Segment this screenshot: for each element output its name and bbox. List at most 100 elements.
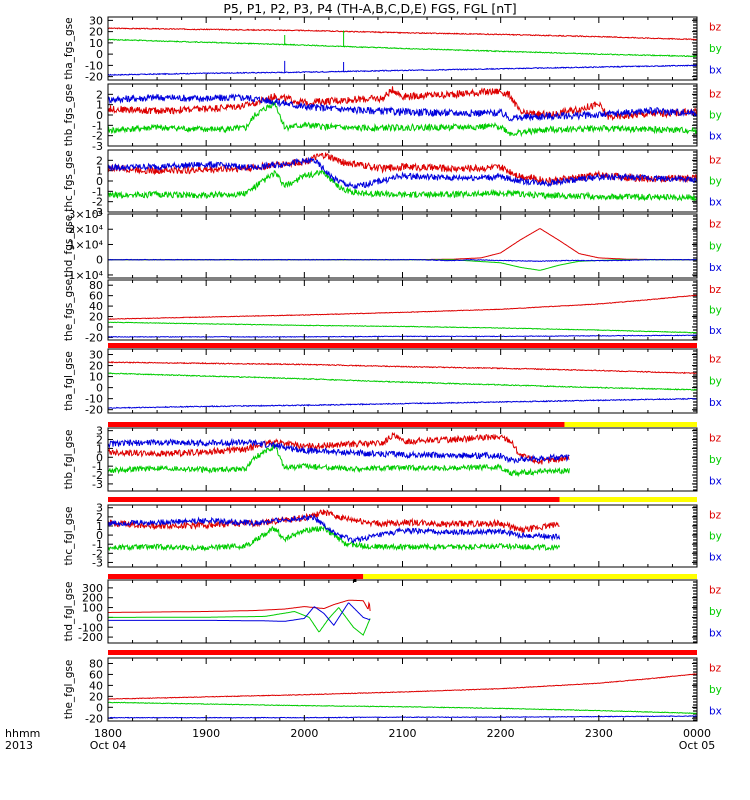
right-minor-ticks [693, 659, 697, 721]
status-bar-segment [564, 422, 697, 427]
legend-bz: bz [709, 354, 722, 366]
x-end-date: Oct 05 [679, 739, 716, 752]
y-tick-label: 1 [96, 99, 103, 112]
y-tick-label: -3 [92, 478, 103, 491]
panel-label: thc_fgs_gse [63, 150, 75, 211]
series-bz-line [108, 360, 697, 375]
x-tick-label: 2100 [389, 727, 417, 740]
y-tick-label: 0 [96, 109, 103, 122]
series-bz-line [108, 86, 697, 122]
panel-label: thb_fgl_gse [63, 430, 75, 490]
series-group [108, 27, 697, 76]
y-tick-label: 2 [96, 434, 103, 447]
series-group [108, 86, 697, 138]
x-tick-label: 0000 [683, 727, 711, 740]
right-minor-ticks [693, 506, 697, 565]
series-group [108, 432, 570, 478]
x-axis: 1800 1900 2000 2100 2200 2300 0000 Oct 04 Oct 05… [5, 727, 715, 752]
y-tick-label: -2 [92, 196, 103, 209]
series-group [108, 152, 697, 202]
x-start-date: Oct 04 [90, 739, 127, 752]
series-by-line [108, 525, 561, 552]
series-bz-line [108, 599, 371, 613]
series-bz-line [108, 152, 697, 186]
y-tick-label: 0 [96, 175, 103, 188]
panel-label: the_fgs_gse [63, 279, 75, 341]
y-tick-label: 2 [96, 511, 103, 524]
series-group [108, 673, 697, 719]
panel-label: the_fgl_gse [63, 660, 75, 720]
y-tick-label: 20 [89, 26, 103, 39]
panel-frame [107, 279, 698, 341]
status-bar-segment [108, 497, 560, 502]
y-tick-label: 3 [96, 425, 103, 438]
series-bz-line [108, 228, 697, 261]
series-bx-line [108, 397, 697, 409]
y-tick-label: 100 [82, 602, 103, 615]
x-left-label: hhmm [5, 727, 40, 740]
panel-frame [107, 427, 698, 492]
series-bz-line [108, 673, 697, 700]
legend-by: by [709, 175, 722, 187]
bar-marker [353, 579, 357, 582]
series-bx-line [108, 258, 697, 263]
series-bz-line [108, 509, 560, 533]
y-tick-label: 10 [89, 371, 103, 384]
y-tick-label: 20 [89, 311, 103, 324]
legend-bx: bx [709, 397, 722, 409]
panel-frame [107, 149, 698, 213]
legend-bz: bz [709, 662, 722, 674]
legend-bz: bz [709, 21, 722, 33]
series-by-line [108, 321, 697, 334]
series-bz-line [108, 432, 570, 465]
y-tick-label: 40 [89, 300, 103, 313]
panel-label: thb_fgs_gse [63, 84, 75, 146]
series-group [108, 360, 697, 409]
panel-frame [107, 504, 698, 568]
panel-label: thd_fgl_gse [63, 582, 75, 642]
panel-label: thd_fgs_gse [63, 215, 75, 277]
series-bx-line [108, 602, 371, 626]
y-tick-label: -2 [92, 130, 103, 143]
y-tick-label: -1×10⁴ [64, 269, 103, 282]
panel-frame [107, 657, 698, 722]
y-tick-label: -2 [92, 469, 103, 482]
right-minor-ticks [693, 85, 697, 144]
y-tick-label: 3×10⁴ [68, 208, 103, 221]
series-group [108, 294, 697, 338]
y-tick-label: -3 [92, 140, 103, 153]
x-tick-label: 2300 [585, 727, 613, 740]
y-tick-label: -20 [85, 404, 103, 417]
legend-bz: bz [709, 154, 722, 166]
panel-thc_fgs_gse: 210-1-2-3 thc_fgs_gse bz by bx [63, 149, 722, 219]
legend-bz: bz [709, 219, 722, 231]
y-tick-label: 2 [96, 88, 103, 101]
series-by-line [108, 443, 570, 478]
y-tick-label: 1 [96, 442, 103, 455]
chart-title: P5, P1, P2, P3, P4 (TH-A,B,C,D,E) FGS, F… [223, 1, 516, 16]
legend-by: by [709, 530, 722, 542]
x-tick-label: 2200 [487, 727, 515, 740]
series-bx-line [108, 513, 561, 544]
series-group [108, 509, 561, 552]
y-tick-label: 0 [96, 321, 103, 334]
x-tick-label: 1800 [94, 727, 122, 740]
series-by-line [108, 101, 697, 138]
status-bar-segment [559, 497, 697, 502]
legend-bz: bz [709, 432, 722, 444]
y-tick-label: -20 [85, 712, 103, 725]
y-tick-label: 200 [82, 592, 103, 605]
y-tick-label: 1×10⁴ [68, 238, 103, 251]
series-bx-line [108, 437, 570, 465]
legend-bx: bx [709, 325, 722, 337]
y-tick-label: -10 [85, 59, 103, 72]
legend-bx: bx [709, 130, 722, 142]
x-left-label: 2013 [5, 739, 33, 752]
